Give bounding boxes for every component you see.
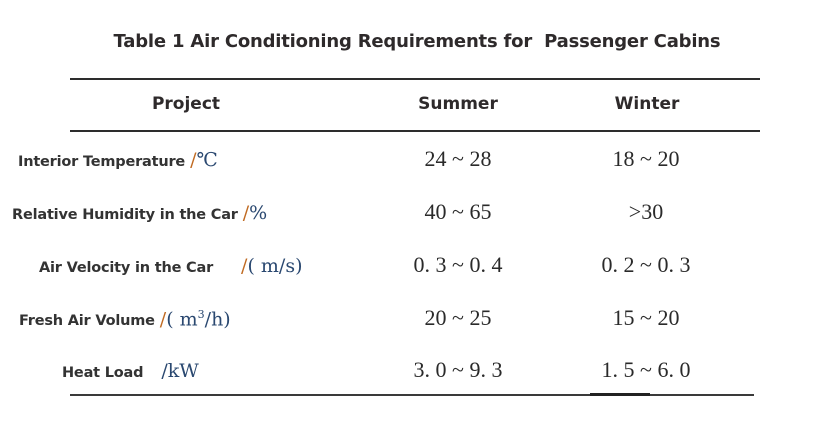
table-row-label: Fresh Air Volume /( m3/h) <box>19 308 231 330</box>
table-row-label: Relative Humidity in the Car /% <box>12 202 267 224</box>
table-row-label: Interior Temperature /℃ <box>18 149 218 171</box>
table-row-label: Air Velocity in the Car /( m/s) <box>39 255 303 277</box>
row-unit: /% <box>242 202 268 224</box>
table-cell-winter: 1. 5 ~ 6. 0 <box>601 357 691 382</box>
table-cell-winter: 18 ~ 20 <box>612 146 680 171</box>
row-name: Relative Humidity in the Car <box>12 207 238 223</box>
row-name: Heat Load <box>62 365 144 381</box>
table-cell-winter: 0. 2 ~ 0. 3 <box>601 252 691 277</box>
table-cell-winter: 15 ~ 20 <box>612 305 680 330</box>
column-header-summer: Summer <box>418 94 498 114</box>
table-cell-summer: 20 ~ 25 <box>424 305 492 330</box>
row-name: Air Velocity in the Car <box>39 260 214 276</box>
table-cell-summer: 3. 0 ~ 9. 3 <box>413 357 503 382</box>
row-unit: /( m3/h) <box>159 308 231 331</box>
row-unit: /kW <box>161 360 199 382</box>
table-cell-summer: 24 ~ 28 <box>424 146 492 171</box>
table-cell-winter: >30 <box>628 199 664 224</box>
row-unit: /( m/s) <box>241 255 303 277</box>
header-divider-rule <box>70 130 760 132</box>
table-top-rule <box>70 78 760 80</box>
table-row-label: Heat Load /kW <box>62 360 199 382</box>
column-header-project: Project <box>151 94 221 114</box>
row-unit: /℃ <box>190 149 218 171</box>
column-header-winter: Winter <box>614 94 680 114</box>
table-bottom-rule <box>70 394 754 396</box>
table-cell-summer: 0. 3 ~ 0. 4 <box>413 252 503 277</box>
table-bottom-rule-accent <box>590 393 650 396</box>
table-cell-summer: 40 ~ 65 <box>424 199 492 224</box>
row-name: Fresh Air Volume <box>19 313 155 330</box>
table-title: Table 1 Air Conditioning Requirements fo… <box>113 31 721 52</box>
row-name: Interior Temperature <box>18 154 186 170</box>
